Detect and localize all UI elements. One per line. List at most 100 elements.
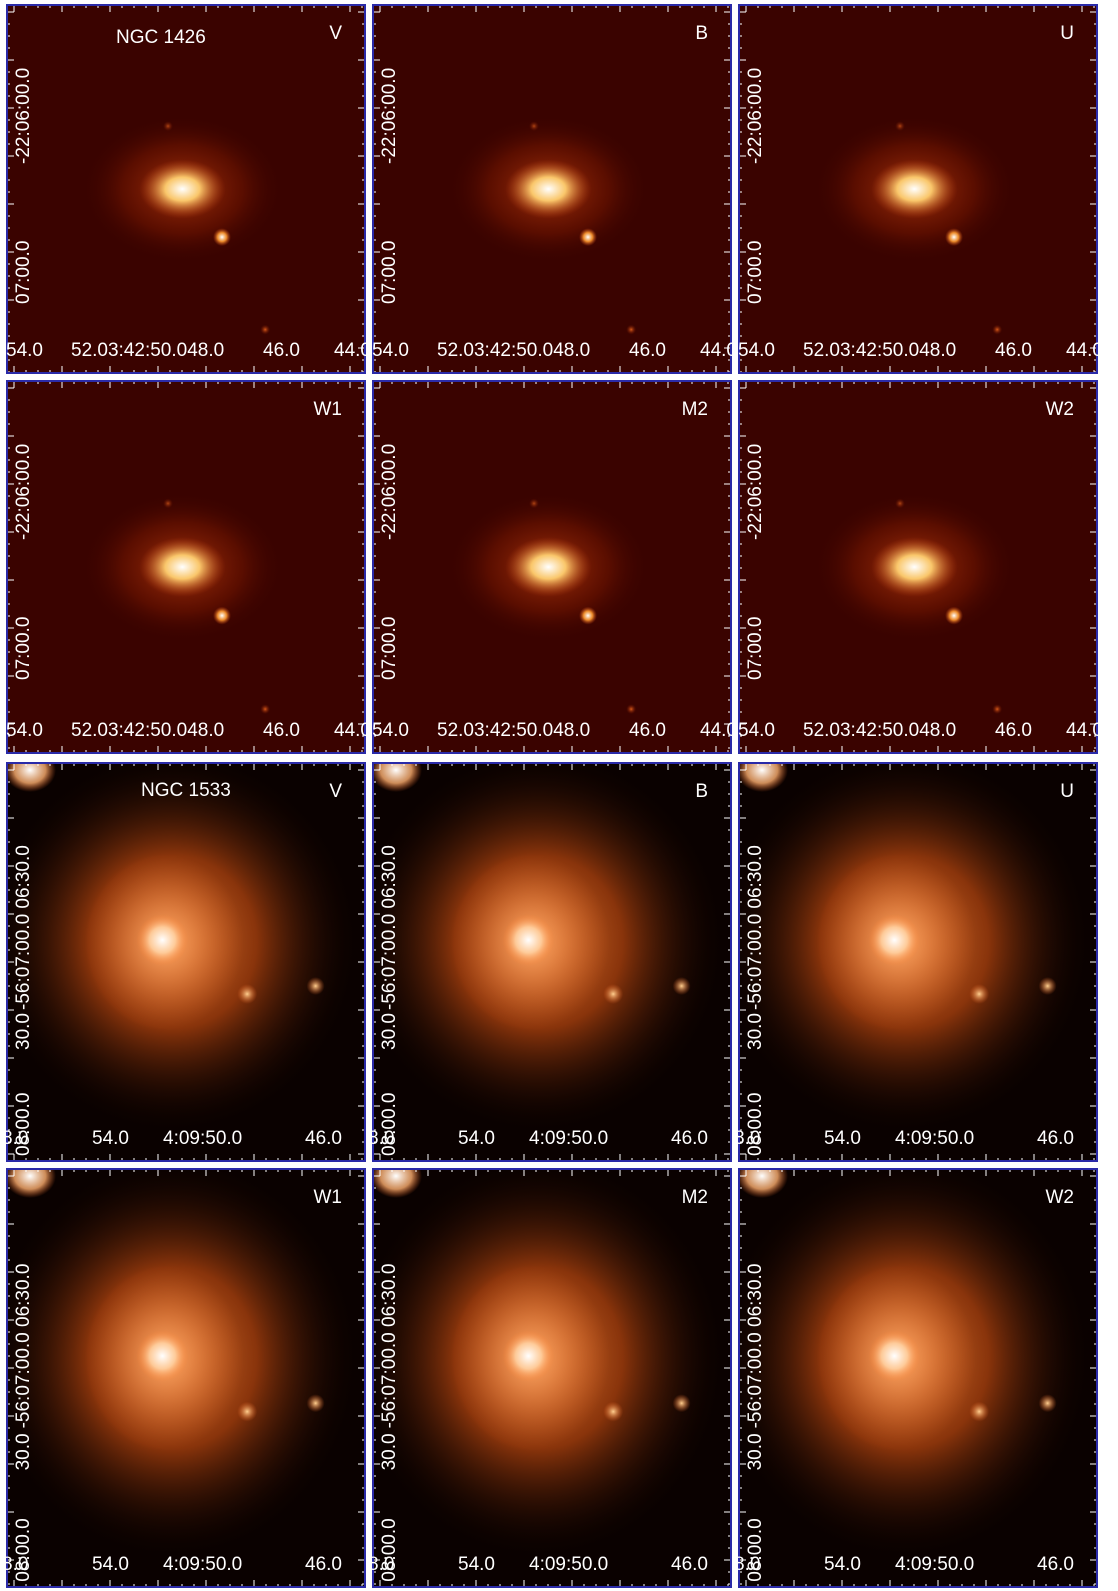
x-tick-label: 46.0 — [671, 1555, 708, 1574]
y-tick-label: -56:07:00.0 06:30.0 — [380, 1264, 399, 1429]
x-tick-label: 46.0 — [629, 721, 666, 740]
x-tick-label: 46.0 — [1037, 1129, 1074, 1148]
x-tick-label: 4:09:50.0 — [529, 1129, 608, 1148]
y-tick-label: -56:07:00.0 06:30.0 — [14, 1264, 33, 1429]
y-tick-label: 30.0 — [380, 1013, 399, 1050]
image-panel-ngc1426-u: U 54.0 52.03:42:50.048.0 46.0 44.0 -22:06:00.… — [738, 4, 1098, 374]
galaxy-image — [738, 380, 1098, 754]
y-tick-label: 30.0 — [380, 1433, 399, 1470]
galaxy-image — [6, 380, 366, 754]
galaxy-image — [372, 762, 732, 1162]
x-tick-label: 46.0 — [305, 1129, 342, 1148]
galaxy-image — [738, 1168, 1098, 1588]
image-panel-ngc1533-w1: W1 8.0 54.0 4:09:50.0 46.0 -56:07:00.0 06:30.… — [6, 1168, 366, 1588]
galaxy-name: NGC 1533 — [141, 781, 231, 800]
y-tick-label: 07:00.0 — [746, 241, 765, 304]
band-label: M2 — [682, 1188, 708, 1207]
y-tick-label: 08:00.0 — [380, 1093, 399, 1156]
y-tick-label: -22:06:00.0 — [380, 68, 399, 164]
band-label: V — [329, 782, 342, 801]
x-tick-label: 54.0 — [738, 341, 775, 360]
y-tick-label: 08:00.0 — [380, 1518, 399, 1581]
band-label: V — [329, 24, 342, 43]
y-tick-label: 30.0 — [14, 1433, 33, 1470]
x-tick-label: 54.0 — [738, 721, 775, 740]
y-tick-label: -22:06:00.0 — [746, 444, 765, 540]
x-tick-label: 54.0 — [6, 341, 43, 360]
x-tick-label: 54.0 — [372, 721, 409, 740]
image-panel-ngc1533-u: U 8.0 54.0 4:09:50.0 46.0 -56:07:00.0 06:30.0… — [738, 762, 1098, 1162]
y-tick-label: 07:00.0 — [14, 617, 33, 680]
y-tick-label: 08:00.0 — [14, 1518, 33, 1581]
image-panel-ngc1426-v: V NGC 1426 54.0 52.03:42:50.048.0 46.0 44.0 -2… — [6, 4, 366, 374]
y-tick-label: 30.0 — [746, 1013, 765, 1050]
x-tick-label: 44.0 — [334, 341, 366, 360]
y-tick-label: -22:06:00.0 — [746, 68, 765, 164]
galaxy-image — [372, 4, 732, 374]
y-tick-label: -56:07:00.0 06:30.0 — [746, 1264, 765, 1429]
x-tick-label: 54.0 — [92, 1555, 129, 1574]
image-panel-ngc1533-w2: W2 8.0 54.0 4:09:50.0 46.0 -56:07:00.0 06:30.… — [738, 1168, 1098, 1588]
y-tick-label: -22:06:00.0 — [380, 444, 399, 540]
y-tick-label: 07:00.0 — [380, 241, 399, 304]
x-tick-label: 54.0 — [458, 1129, 495, 1148]
x-tick-label: 46.0 — [263, 341, 300, 360]
x-tick-label: 52.03:42:50.048.0 — [71, 721, 224, 740]
galaxy-image — [6, 4, 366, 374]
x-tick-label: 54.0 — [372, 341, 409, 360]
x-tick-label: 44.0 — [1066, 341, 1098, 360]
x-tick-label: 46.0 — [995, 721, 1032, 740]
band-label: M2 — [682, 400, 708, 419]
x-tick-label: 52.03:42:50.048.0 — [71, 341, 224, 360]
y-tick-label: 08:00.0 — [746, 1518, 765, 1581]
x-tick-label: 4:09:50.0 — [895, 1129, 974, 1148]
image-panel-ngc1426-w2: W2 54.0 52.03:42:50.048.0 46.0 44.0 -22:06:00… — [738, 380, 1098, 754]
y-tick-label: -56:07:00.0 06:30.0 — [380, 845, 399, 1010]
galaxy-image — [738, 762, 1098, 1162]
x-tick-label: 44.0 — [700, 341, 732, 360]
y-tick-label: -56:07:00.0 06:30.0 — [746, 845, 765, 1010]
x-tick-label: 54.0 — [92, 1129, 129, 1148]
y-tick-label: -56:07:00.0 06:30.0 — [14, 845, 33, 1010]
x-tick-label: 52.03:42:50.048.0 — [803, 721, 956, 740]
x-tick-label: 54.0 — [6, 721, 43, 740]
galaxy-image — [372, 1168, 732, 1588]
band-label: B — [695, 782, 708, 801]
y-tick-label: 08:00.0 — [14, 1093, 33, 1156]
x-tick-label: 44.0 — [334, 721, 366, 740]
x-tick-label: 46.0 — [629, 341, 666, 360]
band-label: W2 — [1046, 400, 1075, 419]
y-tick-label: 07:00.0 — [746, 617, 765, 680]
x-tick-label: 46.0 — [1037, 1555, 1074, 1574]
galaxy-image — [6, 762, 366, 1162]
x-tick-label: 52.03:42:50.048.0 — [437, 341, 590, 360]
y-tick-label: 08:00.0 — [746, 1093, 765, 1156]
band-label: W1 — [314, 400, 343, 419]
band-label: U — [1060, 782, 1074, 801]
x-tick-label: 46.0 — [263, 721, 300, 740]
x-tick-label: 54.0 — [824, 1555, 861, 1574]
image-panel-ngc1533-m2: M2 8.0 54.0 4:09:50.0 46.0 -56:07:00.0 06:30.… — [372, 1168, 732, 1588]
x-tick-label: 44.0 — [700, 721, 732, 740]
y-tick-label: -22:06:00.0 — [14, 444, 33, 540]
x-tick-label: 46.0 — [671, 1129, 708, 1148]
y-tick-label: 30.0 — [14, 1013, 33, 1050]
image-panel-ngc1533-v: V NGC 1533 8.0 54.0 4:09:50.0 46.0 -56:07:00.0… — [6, 762, 366, 1162]
galaxy-name: NGC 1426 — [116, 28, 206, 47]
y-tick-label: 07:00.0 — [380, 617, 399, 680]
x-tick-label: 52.03:42:50.048.0 — [803, 341, 956, 360]
galaxy-image — [6, 1168, 366, 1588]
x-tick-label: 54.0 — [458, 1555, 495, 1574]
x-tick-label: 4:09:50.0 — [895, 1555, 974, 1574]
galaxy-image — [372, 380, 732, 754]
image-panel-ngc1426-w1: W1 54.0 52.03:42:50.048.0 46.0 44.0 -22:06:00… — [6, 380, 366, 754]
x-tick-label: 52.03:42:50.048.0 — [437, 721, 590, 740]
image-panel-ngc1533-b: B 8.0 54.0 4:09:50.0 46.0 -56:07:00.0 06:30.0… — [372, 762, 732, 1162]
galaxy-image — [738, 4, 1098, 374]
x-tick-label: 46.0 — [305, 1555, 342, 1574]
image-panel-ngc1426-m2: M2 54.0 52.03:42:50.048.0 46.0 44.0 -22:06:00… — [372, 380, 732, 754]
band-label: W1 — [314, 1188, 343, 1207]
y-tick-label: 07:00.0 — [14, 241, 33, 304]
x-tick-label: 46.0 — [995, 341, 1032, 360]
x-tick-label: 54.0 — [824, 1129, 861, 1148]
